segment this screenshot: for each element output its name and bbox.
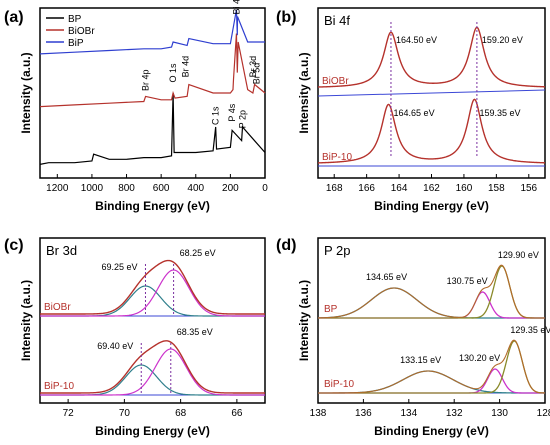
panel-c-spectrum-BiOBr [40,259,265,315]
panel-c-x-tick-label: 70 [119,408,131,419]
panel-a-x-tick-label: 600 [153,183,170,194]
panel-b-series-label: BiP-10 [322,152,352,163]
panel-a-x-tick-label: 1200 [46,183,69,194]
panel-c-peak-label: 69.25 eV [101,262,137,272]
panel-a-peak-annotation: Br 3d [248,56,258,78]
panel-d-spectrum-BP [317,264,545,319]
panel-c-x-tick-label: 72 [63,408,75,419]
panel-d-peak-label: 134.65 eV [366,272,407,282]
panel-a-peak-annotation: O 1s [168,63,178,83]
panel-d-x-tick-label: 132 [446,408,463,419]
panel-c-peak-label: 68.25 eV [180,248,216,258]
panel-c-panel-label: (c) [4,237,24,254]
panel-a-peak-annotation: Br 4d [180,56,190,78]
panel-b-series-label: BiOBr [322,76,349,87]
panel-a-x-tick-label: 200 [222,183,239,194]
panel-a-x-tick-label: 800 [118,183,135,194]
panel-d-panel-title: P 2p [324,243,351,258]
panel-b-spectrum-BiP-10 [317,98,546,164]
panel-a-x-tick-label: 0 [262,183,268,194]
panel-d-peak-label: 130.20 eV [459,353,500,363]
panel-b-x-tick-label: 168 [326,183,343,194]
panel-c-series-label: BiOBr [44,302,71,313]
panel-b-peak-label: 159.20 eV [482,35,523,45]
panel-c-peak-label: 69.40 eV [97,341,133,351]
panel-a-peak-annotation: P 4s [227,103,237,121]
panel-c-peak-label: 68.35 eV [177,327,213,337]
panel-b-x-tick-label: 162 [423,183,440,194]
panel-b-bi4f: 168 166 164 162 160 158 156 Binding Energy (eV)… [276,7,546,213]
panel-c-fit-component [40,348,265,396]
panel-a-y-axis-label: Intensity (a.u.) [19,52,33,133]
panel-a-peak-annotation: Bi 4f [232,0,242,15]
panel-d-x-tick-label: 134 [400,408,417,419]
panel-d-peak-label: 130.75 eV [447,276,488,286]
panel-c-y-axis-label: Intensity (a.u.) [19,280,33,361]
panel-c-fit-component [40,269,265,317]
panel-a-x-tick-label: 1000 [81,183,104,194]
panel-a-line-BP [39,92,266,165]
panel-a-legend-label: BiOBr [68,26,95,37]
panel-b-peak-label: 164.65 eV [394,108,435,118]
panel-c-panel-title: Br 3d [46,243,77,258]
panel-a-peak-annotation: Br 4p [141,69,151,91]
panel-d-spectrum-BiP-10 [318,339,545,394]
panel-c-series-label: BiP-10 [44,381,74,392]
panel-b-x-axis-label: Binding Energy (eV) [374,199,489,213]
panel-d-panel-label: (d) [276,237,296,254]
panel-d-plot-frame [317,237,546,404]
panel-a-x-axis-label: Binding Energy (eV) [95,199,210,213]
panel-d-peak-label: 129.90 eV [498,250,539,260]
panel-d-series-label: BiP-10 [324,379,354,390]
panel-b-peak-label: 164.50 eV [396,35,437,45]
panel-a-peak-annotation: Br 5d [251,63,261,85]
panel-a-legend-label: BiP [68,38,84,49]
panel-a-peak-annotation: P 2p [238,110,248,128]
panel-b-spectrum-BiOBr [317,26,546,88]
panel-c-spectrum-BiP-10 [40,340,265,394]
panel-c-x-tick-label: 68 [175,408,187,419]
panel-a-line-BiP [39,9,265,55]
panel-b-peak-label: 159.35 eV [479,108,520,118]
panel-b-baseline [317,89,546,97]
panel-b-x-tick-label: 156 [520,183,537,194]
panel-d-y-axis-label: Intensity (a.u.) [297,280,311,361]
panel-d-peak-label: 129.35 eV [510,325,550,335]
panel-b-y-axis-label: Intensity (a.u.) [297,52,311,133]
panel-d-x-axis-label: Binding Energy (eV) [374,424,489,438]
panel-b-panel-label: (b) [276,9,296,26]
panel-c-fit-component [40,285,265,317]
panel-a-x-tick-label: 400 [187,183,204,194]
panel-c-plot-frame [39,237,266,404]
panel-d-x-tick-label: 128 [537,408,550,419]
panel-b-x-tick-label: 164 [391,183,408,194]
panel-a-legend-label: BP [68,14,82,25]
panel-a-survey: 1200 1000 800 600 400 200 0 Binding Energy (eV)… [4,0,268,213]
panel-d-x-tick-label: 130 [491,408,508,419]
panel-c-x-axis-label: Binding Energy (eV) [95,424,210,438]
panel-c-br3d: 72 70 68 66 Binding Energy (eV) Intensity (a.… [4,237,266,438]
panel-b-x-tick-label: 166 [358,183,375,194]
panel-d-x-tick-label: 136 [355,408,372,419]
panel-d-fit-component [318,291,545,319]
panel-d-series-label: BP [324,304,338,315]
panel-a-panel-label: (a) [4,9,24,26]
panel-d-peak-label: 133.15 eV [400,355,441,365]
panel-c-x-tick-label: 66 [231,408,243,419]
panel-b-x-tick-label: 158 [488,183,505,194]
panel-b-x-tick-label: 160 [456,183,473,194]
panel-b-panel-title: Bi 4f [324,13,350,28]
panel-d-p2p: 138 136 134 132 130 128 Binding Energy (eV) Int… [276,237,550,438]
panel-d-x-tick-label: 138 [310,408,327,419]
panel-a-peak-annotation: C 1s [211,106,221,125]
panel-a-line-BiOBr [39,33,266,108]
